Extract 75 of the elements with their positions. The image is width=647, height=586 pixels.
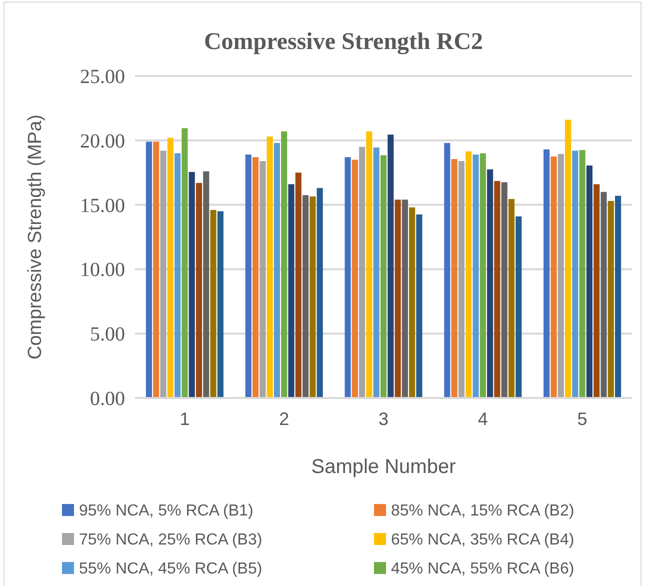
bar <box>160 150 166 398</box>
bar <box>466 151 472 398</box>
bar <box>203 171 210 398</box>
bar <box>579 150 586 398</box>
bar <box>344 157 351 398</box>
bar <box>260 161 266 398</box>
x-tick-label: 5 <box>577 409 588 429</box>
bar <box>472 154 479 398</box>
bar <box>564 120 572 398</box>
bar <box>409 207 416 398</box>
legend-label: 55% NCA, 45% RCA (B5) <box>79 560 262 578</box>
x-axis-title: Sample Number <box>311 456 456 478</box>
bar <box>266 136 273 398</box>
bar <box>295 172 302 398</box>
bar <box>501 182 508 398</box>
y-tick-label: 10.00 <box>80 259 125 282</box>
bar <box>594 184 600 398</box>
bar <box>380 155 387 398</box>
bar <box>608 200 614 398</box>
bar <box>558 154 564 398</box>
bar <box>153 142 160 398</box>
bar <box>416 214 422 398</box>
y-tick-label: 5.00 <box>90 324 125 346</box>
bar <box>188 172 195 398</box>
bar <box>600 192 607 398</box>
bar <box>288 184 294 398</box>
y-axis-title: Compressive Strength (MPa) <box>25 114 46 360</box>
chart-title: Compressive Strength RC2 <box>204 29 484 55</box>
bar <box>444 142 450 398</box>
bar <box>310 196 316 398</box>
bar <box>366 131 372 398</box>
bar <box>281 131 288 398</box>
bar <box>614 196 622 398</box>
bar <box>388 134 394 398</box>
bar <box>274 142 280 398</box>
y-tick-label: 20.00 <box>80 130 125 152</box>
bar <box>458 161 464 398</box>
bar <box>174 153 181 398</box>
legend-label: 95% NCA, 5% RCA (B1) <box>79 502 254 520</box>
legend-label: 85% NCA, 15% RCA (B2) <box>391 502 574 520</box>
bar <box>196 182 202 398</box>
bar <box>182 128 188 398</box>
x-tick-label: 4 <box>478 409 488 429</box>
bar <box>210 210 216 398</box>
bar <box>451 159 458 398</box>
bar <box>245 154 252 398</box>
bar <box>402 200 408 398</box>
y-tick-label: 15.00 <box>80 194 125 217</box>
bar <box>516 216 522 398</box>
x-tick-label: 1 <box>180 409 190 429</box>
bar <box>316 188 323 398</box>
bar <box>352 160 358 398</box>
bar <box>359 146 366 398</box>
bar <box>572 150 578 398</box>
bar <box>373 147 380 398</box>
bar <box>480 153 486 398</box>
bar <box>252 157 259 398</box>
y-tick-label: 25.00 <box>80 66 125 88</box>
legend-label: 75% NCA, 25% RCA (B3) <box>79 532 262 549</box>
bar <box>394 200 401 398</box>
bar <box>146 142 152 398</box>
bar <box>550 156 557 398</box>
bar <box>544 149 550 398</box>
legend-label: 65% NCA, 35% RCA (B4) <box>391 532 574 549</box>
x-tick-label: 3 <box>378 409 389 429</box>
bar <box>167 138 174 398</box>
bar <box>217 211 224 398</box>
bar <box>487 169 494 398</box>
bar <box>302 195 309 398</box>
x-tick-label: 2 <box>279 409 290 429</box>
bar <box>586 166 592 398</box>
legend-label: 45% NCA, 55% RCA (B6) <box>391 560 574 578</box>
bar <box>508 199 515 398</box>
bar <box>494 180 500 398</box>
y-tick-label: 0.00 <box>90 388 125 410</box>
